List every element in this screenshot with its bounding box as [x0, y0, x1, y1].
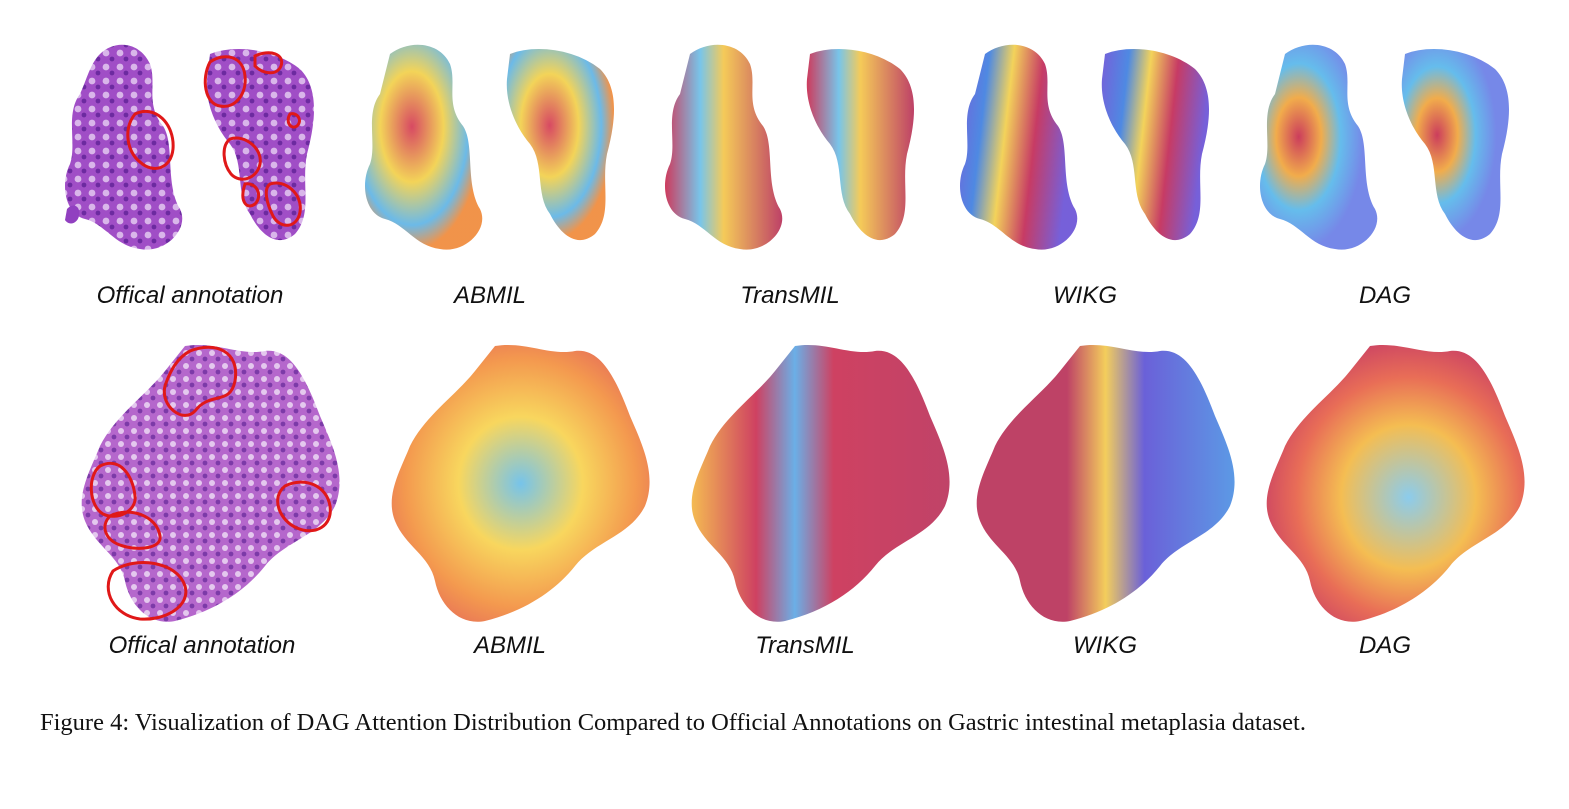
- panel-row1-wikg: [940, 34, 1230, 274]
- heatmap-row2-wikg: [976, 344, 1235, 622]
- heatmap-row2-dag: [1266, 344, 1525, 622]
- figure-caption: Figure 4: Visualization of DAG Attention…: [40, 709, 1306, 736]
- panel-label: TransMIL: [755, 632, 855, 659]
- panel-row2-dag: [1250, 336, 1540, 626]
- panel-row2-wikg: [960, 336, 1250, 626]
- annotation-outlines: [89, 345, 332, 621]
- panel-row1-transmil: [645, 34, 935, 274]
- panel-label: Offical annotation: [96, 282, 284, 309]
- heatmap-row1-dag: [1260, 44, 1510, 250]
- panel-label: ABMIL: [453, 282, 527, 309]
- panel-label: Offical annotation: [108, 632, 296, 659]
- figure-4: Offical annotation ABMIL: [40, 26, 1530, 676]
- panel-row1-annotation: [45, 34, 335, 274]
- heatmap-row2-abmil: [391, 344, 650, 622]
- panel-row2-annotation: [65, 336, 355, 626]
- panel-label: DAG: [1358, 632, 1411, 659]
- tissue-image-row1-annotation: [65, 44, 315, 250]
- heatmap-row1-abmil: [365, 44, 615, 250]
- panel-label: WIKG: [1073, 632, 1137, 659]
- panel-label: WIKG: [1053, 282, 1117, 309]
- panel-row2-abmil: [375, 336, 665, 626]
- tissue-image-row2-annotation: [81, 344, 340, 622]
- annotation-outlines: [126, 51, 302, 227]
- tissue-fragment-small: [65, 205, 80, 224]
- tissue-fragment: [81, 344, 340, 622]
- panel-label: TransMIL: [740, 282, 840, 309]
- heatmap-row2-transmil: [691, 344, 950, 622]
- heatmap-row1-transmil: [665, 44, 915, 250]
- panel-row1-abmil: [345, 34, 635, 274]
- heatmap-row1-wikg: [960, 44, 1210, 250]
- panel-label: DAG: [1358, 282, 1411, 309]
- panel-row1-dag: [1240, 34, 1530, 274]
- panel-label: ABMIL: [473, 632, 547, 659]
- tissue-fragment-right: [206, 49, 315, 241]
- tissue-fragment-left: [65, 44, 183, 250]
- panel-row2-transmil: [675, 336, 965, 626]
